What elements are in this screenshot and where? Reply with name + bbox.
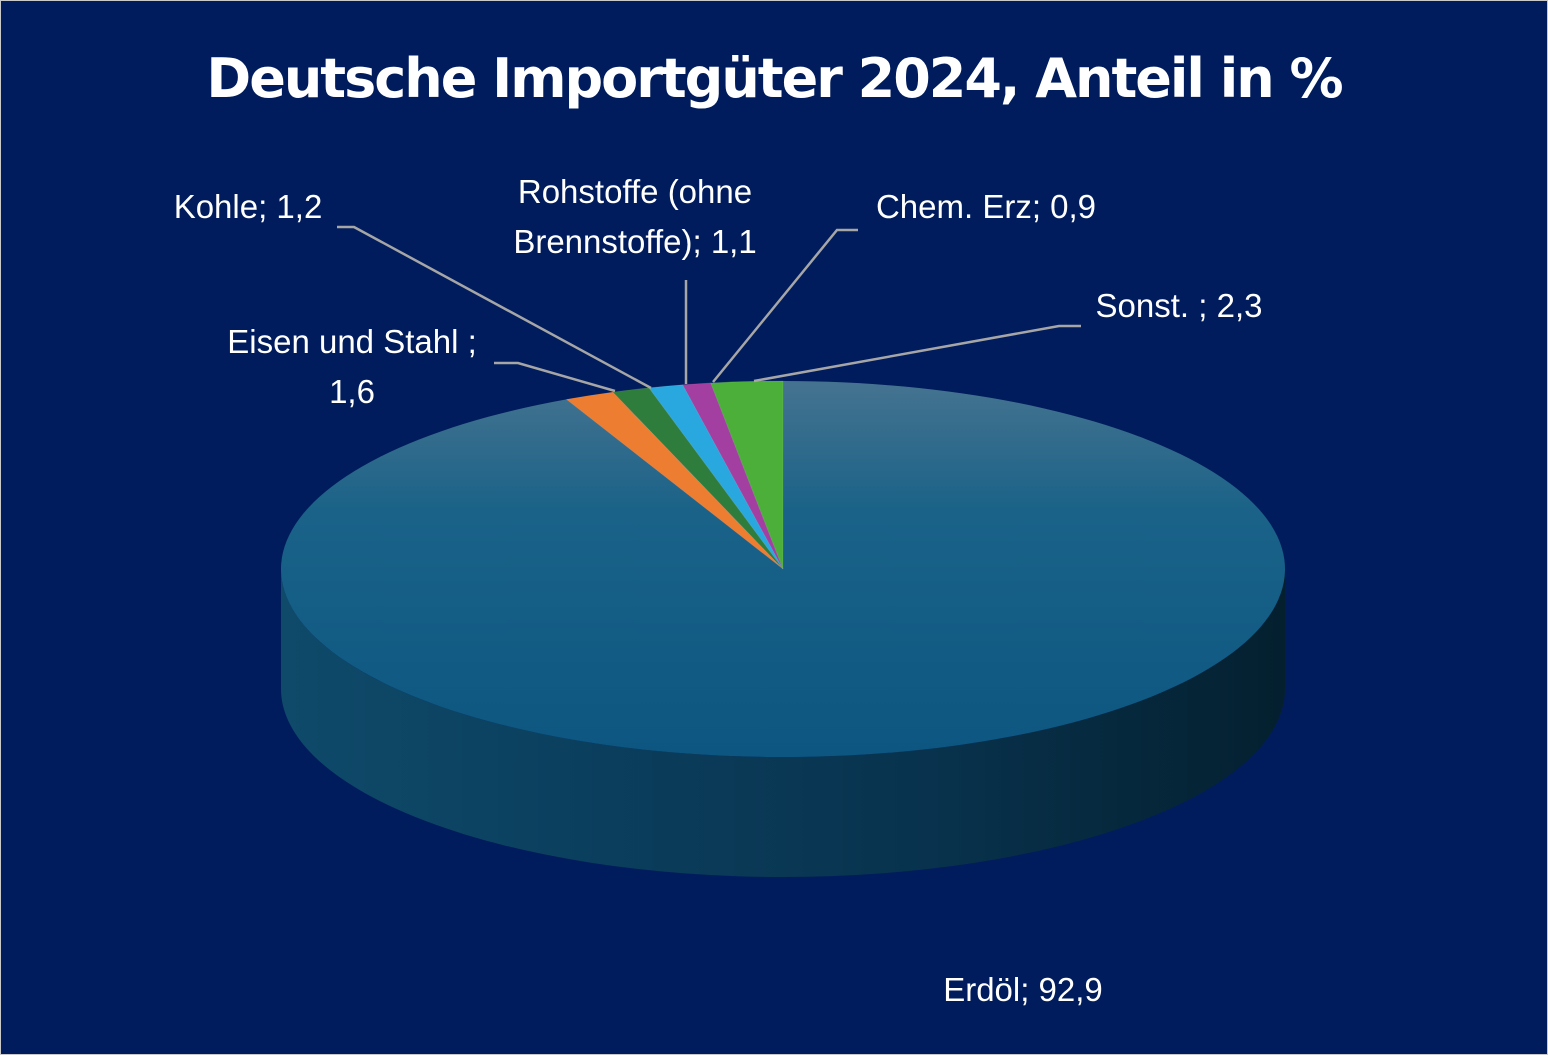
slice-sonst (710, 380, 784, 570)
slice-chem-erz (682, 382, 784, 570)
pie-side-wall (281, 569, 1285, 877)
data-label-eisen-und-stahl: 1,6 (329, 373, 375, 410)
data-label-chem-erz: Chem. Erz; 0,9 (876, 188, 1096, 225)
leader-line-sonst (753, 324, 1081, 383)
data-label-erd-l: Erdöl; 92,9 (943, 971, 1103, 1008)
slice-eisen-und-stahl (565, 391, 784, 570)
data-label-rohstoffe-ohne-brennstoffe: Brennstoffe); 1,1 (513, 223, 756, 260)
data-label-sonst: Sonst. ; 2,3 (1096, 287, 1263, 324)
chart-title: Deutsche Importgüter 2024, Anteil in % (206, 47, 1343, 110)
data-label-eisen-und-stahl: Eisen und Stahl ; (227, 323, 477, 360)
leader-line-kohle (337, 225, 652, 390)
leader-line-chem-erz (712, 228, 858, 383)
data-label-rohstoffe-ohne-brennstoffe: Rohstoffe (ohne (518, 173, 752, 210)
leader-line-eisen-und-stahl (494, 361, 616, 393)
data-label-kohle: Kohle; 1,2 (174, 188, 323, 225)
